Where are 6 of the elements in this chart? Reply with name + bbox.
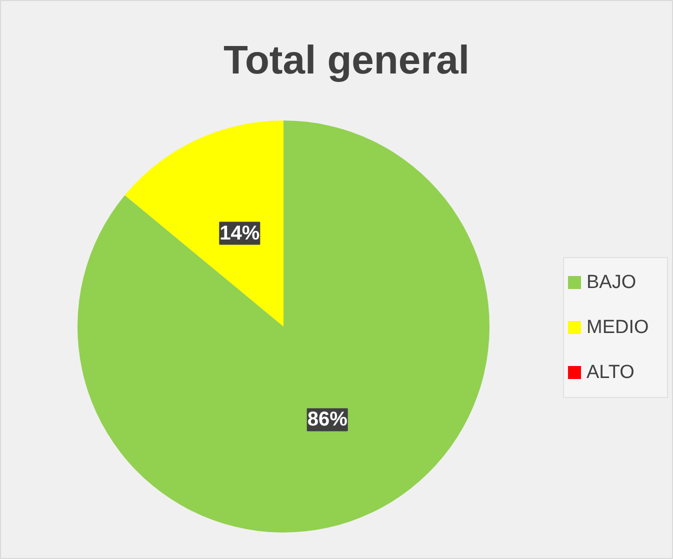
legend-label: ALTO	[586, 362, 634, 383]
legend-label: BAJO	[586, 272, 636, 293]
legend-label: MEDIO	[586, 317, 649, 338]
chart-title: Total general	[224, 38, 470, 82]
data-label: 14%	[220, 222, 260, 244]
data-label: 86%	[307, 408, 348, 431]
